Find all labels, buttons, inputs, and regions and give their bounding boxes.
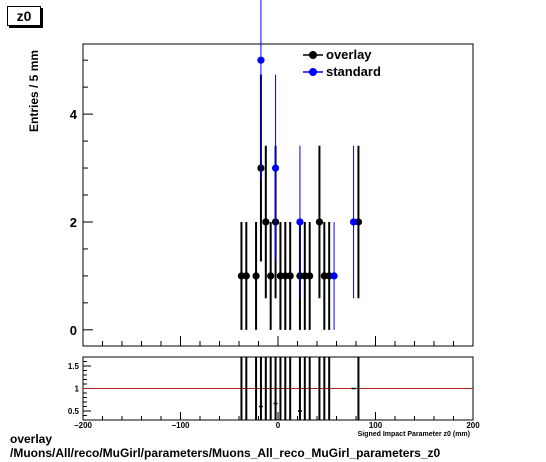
legend-standard-marker <box>309 68 317 76</box>
main-plot-frame <box>82 43 474 347</box>
data-point <box>315 218 324 226</box>
data-point <box>296 218 304 226</box>
footer-line-1: overlay <box>10 432 53 446</box>
ratio-data-points <box>240 357 360 420</box>
y-tick-label: 0 <box>70 323 77 338</box>
ratio-y-tick-label: 1.5 <box>68 362 80 371</box>
data-point <box>271 164 280 172</box>
x-tick-label: −100 <box>171 421 190 430</box>
data-point <box>262 218 270 226</box>
data-point <box>306 272 314 280</box>
y-axis-label: Entries / 5 mm <box>27 50 41 132</box>
legend-standard-label: standard <box>326 64 381 79</box>
x-tick-label: 0 <box>276 421 281 430</box>
x-tick-label: 100 <box>369 421 383 430</box>
data-point <box>242 272 250 280</box>
data-point <box>330 272 338 280</box>
data-point <box>252 272 260 280</box>
histogram-title: z0 <box>7 6 41 26</box>
ratio-y-tick-label: 0.5 <box>68 407 80 416</box>
data-point <box>349 218 358 226</box>
main-axes: 0 2 4 <box>70 59 474 346</box>
data-point <box>267 272 275 280</box>
data-point <box>286 272 294 280</box>
main-data-points <box>237 0 363 330</box>
y-tick-label: 2 <box>70 215 77 230</box>
data-point <box>257 56 265 64</box>
legend-overlay-label: overlay <box>326 47 372 62</box>
y-tick-label: 4 <box>70 107 78 122</box>
footer-line-2: /Muons/All/reco/MuGirl/parameters/Muons_… <box>10 446 441 460</box>
x-tick-label: 200 <box>466 421 480 430</box>
x-axis-label: Signed Impact Parameter z0 (mm) <box>358 431 470 438</box>
ratio-axes: 0.5 1 1.5 −200 −100 0 100 200 <box>68 361 480 430</box>
legend-overlay-marker <box>309 51 317 59</box>
x-tick-label: −200 <box>74 421 93 430</box>
ratio-y-tick-label: 1 <box>75 385 80 394</box>
legend: overlay standard <box>303 47 381 79</box>
